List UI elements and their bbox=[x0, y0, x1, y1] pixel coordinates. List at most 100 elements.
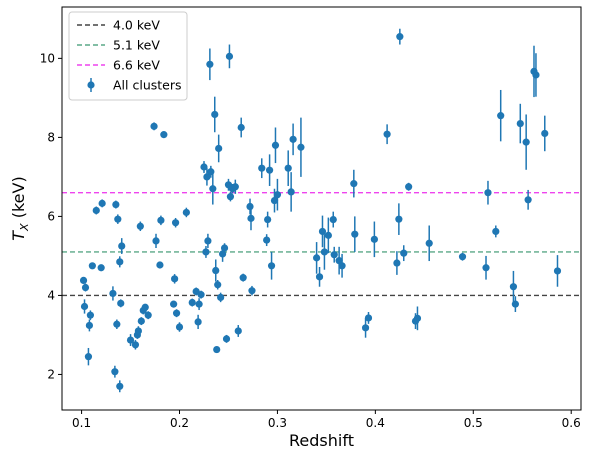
data-point bbox=[246, 202, 254, 211]
data-point bbox=[509, 283, 518, 291]
data-point bbox=[109, 289, 117, 298]
legend-label: All clusters bbox=[113, 78, 182, 93]
data-point bbox=[273, 191, 282, 199]
data-point bbox=[289, 135, 297, 143]
data-point bbox=[267, 262, 276, 270]
y-axis-label: TX (keV) bbox=[9, 176, 31, 240]
data-point bbox=[239, 274, 247, 282]
data-point bbox=[524, 196, 532, 204]
data-point bbox=[484, 189, 492, 197]
data-point bbox=[338, 262, 346, 270]
data-point bbox=[361, 324, 370, 332]
y-axis-ticks: 2 4 6 8 10 bbox=[40, 51, 62, 381]
data-point bbox=[194, 318, 202, 326]
data-point bbox=[237, 123, 245, 132]
data-point bbox=[211, 110, 219, 119]
data-point bbox=[137, 317, 145, 325]
data-point bbox=[413, 314, 422, 322]
x-axis-label: Redshift bbox=[289, 431, 354, 450]
data-point bbox=[263, 236, 271, 244]
data-point bbox=[234, 327, 242, 335]
data-point bbox=[170, 300, 178, 308]
data-point bbox=[215, 144, 223, 153]
data-point bbox=[204, 237, 212, 245]
data-point bbox=[482, 264, 490, 272]
data-point bbox=[492, 227, 500, 236]
y-axis-label-unit: (keV) bbox=[9, 176, 28, 223]
data-point bbox=[351, 230, 359, 238]
data-point bbox=[217, 293, 225, 301]
data-point bbox=[318, 227, 327, 236]
data-point bbox=[79, 276, 88, 285]
x-tick-label: 0.5 bbox=[464, 416, 483, 430]
y-tick-label: 6 bbox=[47, 209, 55, 223]
data-point bbox=[315, 273, 324, 281]
x-tick-label: 0.2 bbox=[170, 416, 189, 430]
data-point bbox=[97, 264, 105, 272]
data-point bbox=[271, 141, 280, 149]
legend-label: 6.6 keV bbox=[113, 58, 160, 73]
x-tick-label: 0.3 bbox=[268, 416, 287, 430]
data-point bbox=[396, 33, 404, 41]
data-point bbox=[84, 353, 93, 361]
data-point bbox=[141, 303, 149, 311]
data-point bbox=[188, 298, 196, 307]
legend: 4.0 keV 5.1 keV 6.6 keV All clusters bbox=[68, 11, 188, 101]
axes-frame bbox=[61, 6, 582, 411]
data-point bbox=[134, 327, 142, 335]
data-point bbox=[175, 323, 184, 331]
data-point bbox=[266, 166, 274, 174]
data-point bbox=[297, 143, 305, 151]
data-point bbox=[400, 249, 408, 257]
data-point bbox=[118, 242, 126, 250]
data-point bbox=[541, 129, 549, 138]
data-point bbox=[287, 188, 295, 196]
data-point bbox=[171, 275, 179, 283]
data-point bbox=[136, 222, 144, 230]
legend-point-swatch bbox=[87, 81, 95, 89]
data-point bbox=[160, 131, 168, 139]
data-point bbox=[172, 309, 181, 317]
data-point bbox=[213, 345, 221, 354]
data-point bbox=[98, 199, 106, 207]
data-point bbox=[405, 183, 413, 191]
data-point bbox=[324, 231, 332, 239]
data-point bbox=[117, 299, 125, 307]
data-point bbox=[313, 254, 321, 262]
data-point bbox=[284, 164, 292, 172]
data-point bbox=[458, 253, 467, 261]
data-point bbox=[203, 173, 211, 181]
data-point bbox=[197, 291, 205, 299]
legend-box bbox=[68, 11, 188, 101]
legend-label: 4.0 keV bbox=[113, 18, 160, 33]
y-axis-label-sub: X bbox=[18, 223, 31, 232]
data-point bbox=[258, 164, 266, 172]
y-tick-label: 10 bbox=[40, 51, 55, 65]
data-point bbox=[329, 215, 337, 224]
data-point bbox=[248, 287, 256, 295]
data-point bbox=[350, 180, 358, 188]
data-point bbox=[113, 320, 121, 328]
y-axis-label-main: T bbox=[9, 230, 28, 241]
y-tick-label: 4 bbox=[47, 288, 55, 302]
data-point bbox=[116, 382, 124, 390]
y-tick-label: 2 bbox=[47, 367, 55, 381]
data-point bbox=[497, 112, 505, 120]
legend-label: 5.1 keV bbox=[113, 38, 160, 53]
data-point bbox=[553, 267, 562, 275]
data-point bbox=[86, 311, 94, 319]
data-point bbox=[206, 60, 214, 68]
data-point bbox=[126, 336, 135, 344]
data-point bbox=[114, 215, 122, 223]
data-point bbox=[152, 237, 160, 245]
data-point bbox=[393, 259, 401, 267]
x-tick-label: 0.4 bbox=[366, 416, 385, 430]
data-point bbox=[220, 244, 229, 252]
data-point bbox=[212, 266, 220, 275]
data-point bbox=[264, 215, 272, 224]
data-point bbox=[222, 335, 231, 343]
data-point bbox=[202, 248, 210, 256]
data-point bbox=[200, 163, 208, 171]
data-point bbox=[157, 216, 165, 224]
